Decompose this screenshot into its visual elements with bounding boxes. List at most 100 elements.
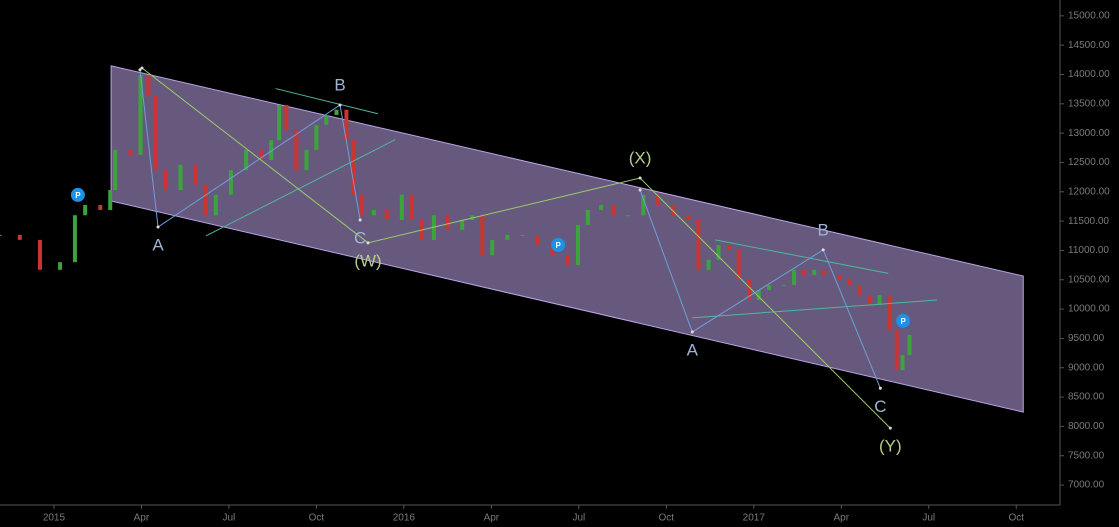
candle (867, 295, 872, 305)
wave-point (878, 386, 882, 390)
wave-label: B (818, 220, 829, 239)
x-tick-label: Oct (1008, 513, 1024, 524)
y-tick-label: 9000.00 (1068, 362, 1105, 373)
candle (351, 140, 356, 195)
wave-line (639, 189, 881, 389)
y-tick-label: 10000.00 (1068, 304, 1110, 315)
candle (203, 184, 208, 216)
candle (610, 204, 615, 216)
candle (877, 295, 882, 305)
wave-point (366, 241, 370, 245)
wave-label: (Y) (879, 437, 902, 456)
trendline (205, 139, 396, 237)
candle (445, 215, 450, 230)
y-tick-label: 14500.00 (1068, 40, 1110, 51)
x-tick-label: 2015 (43, 513, 66, 524)
x-tick-label: Apr (484, 513, 500, 524)
candle (822, 269, 827, 276)
wave-label: C (354, 228, 366, 247)
candle (686, 215, 691, 220)
y-tick-label: 7000.00 (1068, 480, 1105, 491)
candle (113, 149, 118, 191)
x-tick-label: Apr (134, 513, 150, 524)
candle (801, 269, 806, 276)
candle (258, 149, 263, 161)
candle (656, 194, 661, 205)
candle (746, 279, 751, 301)
y-tick-label: 13500.00 (1068, 98, 1110, 109)
candle (907, 334, 912, 356)
candle (228, 170, 233, 195)
price-channel (110, 65, 1024, 413)
trendline (275, 88, 379, 115)
y-tick-label: 9500.00 (1068, 333, 1105, 344)
marker-dot (70, 187, 85, 202)
candle (371, 209, 376, 216)
candle (108, 190, 113, 210)
wave-line (141, 67, 891, 429)
y-tick-label: 8000.00 (1068, 421, 1105, 432)
candle (83, 204, 88, 216)
x-tick-label: 2017 (743, 513, 766, 524)
x-tick-label: Oct (309, 513, 325, 524)
wave-label: C (874, 397, 886, 416)
candle (399, 194, 404, 220)
candle (384, 209, 389, 220)
y-tick-label: 11500.00 (1068, 216, 1109, 227)
candle (837, 275, 842, 280)
y-tick-label: 12500.00 (1068, 157, 1110, 168)
candle (277, 104, 282, 141)
candle (37, 239, 42, 270)
y-tick-label: 11000.00 (1068, 245, 1109, 256)
candle (696, 219, 701, 270)
candle (766, 285, 771, 291)
candle (847, 279, 852, 286)
x-tick-label: Jul (922, 513, 935, 524)
trendline (715, 239, 889, 274)
x-tick-label: 2016 (393, 513, 416, 524)
candle (178, 164, 183, 191)
candle (585, 209, 590, 225)
y-tick-label: 7500.00 (1068, 450, 1105, 461)
candle (894, 330, 899, 371)
candle (460, 219, 465, 230)
candle (706, 259, 711, 270)
candle (304, 149, 309, 171)
marker: P (896, 313, 911, 328)
candle (98, 204, 103, 210)
candle (756, 290, 761, 301)
wave-label: (W) (354, 251, 381, 270)
candle (599, 204, 604, 210)
wave-point (140, 66, 144, 70)
wave-point (638, 188, 642, 192)
wave-point (138, 68, 142, 72)
candle (671, 204, 676, 216)
candle (812, 269, 817, 276)
candle (344, 109, 349, 141)
candle (269, 140, 274, 161)
candle (575, 224, 580, 266)
candle (72, 215, 77, 263)
y-tick-label: 14000.00 (1068, 69, 1110, 80)
wave-line (139, 69, 361, 228)
candle (0, 234, 2, 236)
trendline (692, 299, 938, 319)
candle (284, 104, 289, 130)
candle (565, 255, 570, 266)
candle (736, 249, 741, 280)
y-tick-label: 8500.00 (1068, 392, 1105, 403)
candle (900, 355, 905, 371)
candle (244, 149, 249, 171)
marker: P (70, 187, 85, 202)
wave-point (690, 330, 694, 334)
marker-label: P (555, 241, 561, 250)
marker-dot (896, 313, 911, 328)
y-tick-label: 12000.00 (1068, 186, 1110, 197)
candle (550, 245, 555, 256)
candle (641, 194, 646, 216)
candle (887, 295, 892, 331)
candle (716, 245, 721, 260)
candle (480, 215, 485, 256)
wave-point (338, 103, 342, 107)
y-tick-label: 15000.00 (1068, 10, 1110, 21)
